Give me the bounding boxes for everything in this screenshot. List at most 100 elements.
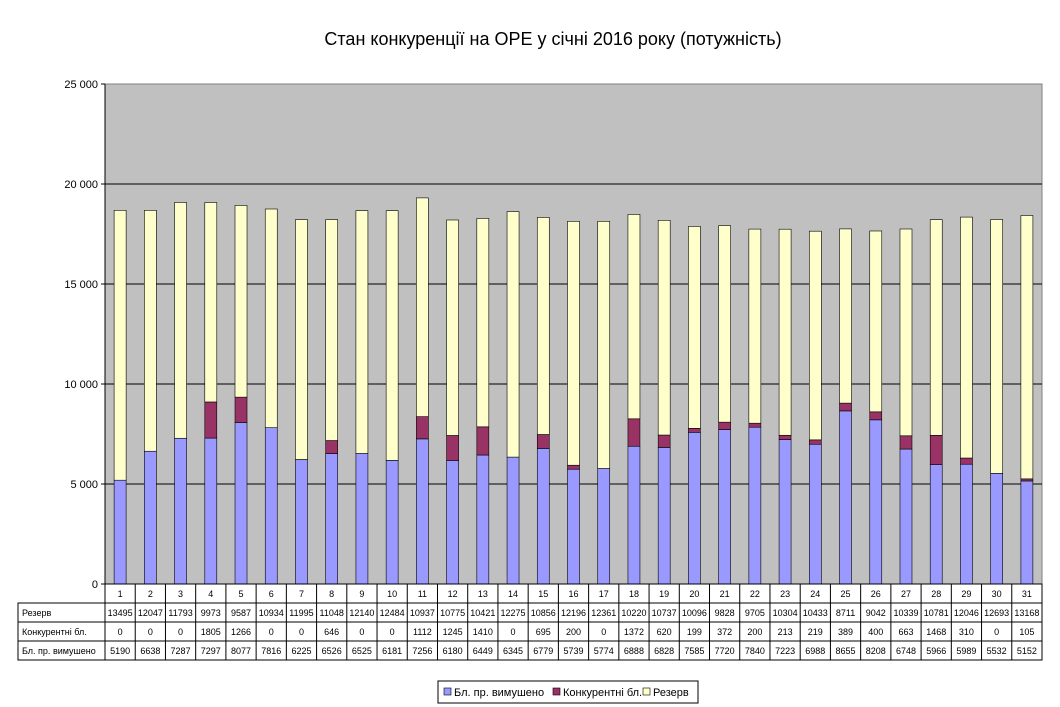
bar-segment	[778, 434, 792, 440]
data-label: 6828	[654, 646, 674, 656]
data-label: 8077	[231, 646, 251, 656]
bar-segment	[929, 435, 943, 465]
data-label: 6779	[533, 646, 553, 656]
data-label: 10096	[682, 608, 707, 618]
y-tick-label: 20 000	[64, 179, 98, 191]
data-label: 5989	[956, 646, 976, 656]
data-label: 200	[747, 627, 762, 637]
legend-label: Бл. пр. вимушено	[454, 687, 544, 699]
data-label: 0	[178, 627, 183, 637]
data-label: 213	[778, 627, 793, 637]
bar-segment	[960, 457, 973, 465]
x-tick-label: 5	[239, 589, 244, 599]
x-tick-label: 20	[689, 589, 699, 599]
data-label: 12361	[591, 608, 616, 618]
bar-segment	[718, 421, 731, 430]
bar-segment	[416, 197, 429, 417]
data-label: 199	[687, 627, 702, 637]
data-label: 12140	[349, 608, 374, 618]
data-label: 7585	[684, 646, 704, 656]
data-label: 11048	[320, 608, 344, 618]
bar-segment	[144, 450, 157, 585]
bar-segment	[809, 443, 822, 585]
bar-segment	[385, 210, 399, 461]
data-label: 0	[511, 627, 516, 637]
x-tick-label: 13	[478, 589, 488, 599]
data-label: 0	[359, 627, 364, 637]
data-label: 400	[868, 627, 883, 637]
data-label: 1266	[231, 627, 251, 637]
bar-segment	[506, 456, 520, 585]
data-label: 9705	[745, 608, 765, 618]
bar-segment	[174, 437, 187, 585]
data-label: 7720	[715, 646, 735, 656]
bar-segment	[839, 228, 852, 404]
bar-segment	[1020, 480, 1034, 585]
data-label: 1245	[443, 627, 463, 637]
bar-segment	[688, 431, 701, 585]
data-label: 7840	[745, 646, 765, 656]
bar-segment	[990, 473, 1003, 585]
data-label: 6638	[140, 646, 160, 656]
y-tick-label: 5 000	[70, 479, 98, 491]
bar-segment	[446, 435, 459, 461]
data-label: 12484	[380, 608, 405, 618]
data-label: 620	[657, 627, 672, 637]
bar-segment	[929, 464, 943, 585]
x-tick-label: 26	[871, 589, 881, 599]
bar-segment	[899, 448, 913, 585]
data-label: 219	[808, 627, 823, 637]
x-tick-label: 6	[269, 589, 274, 599]
legend-swatch	[552, 687, 561, 696]
bar-segment	[960, 216, 973, 459]
data-label: 8208	[866, 646, 886, 656]
data-label: 9042	[866, 608, 886, 618]
data-label: 0	[390, 627, 395, 637]
bar-segment	[204, 437, 218, 585]
x-tick-label: 3	[178, 589, 183, 599]
bar-segment	[778, 228, 792, 436]
data-label: 10775	[440, 608, 465, 618]
legend: Бл. пр. вимушено Конкурентні бл. Резерв	[437, 680, 699, 704]
bar-segment	[809, 230, 822, 441]
data-label: 7816	[261, 646, 281, 656]
y-tick-label: 0	[92, 579, 98, 591]
bar-segment	[688, 428, 701, 433]
bar-segment	[809, 439, 822, 445]
bar-segment	[778, 439, 792, 585]
data-label: 5966	[926, 646, 946, 656]
data-label: 10339	[893, 608, 918, 618]
bar-segment	[204, 202, 218, 403]
table-row-label: Резерв	[22, 608, 51, 618]
bar-segment	[839, 410, 852, 585]
data-label: 7287	[171, 646, 191, 656]
x-tick-label: 4	[208, 589, 213, 599]
data-label: 9828	[715, 608, 735, 618]
bar-segment	[839, 402, 852, 412]
data-label: 11793	[168, 608, 192, 618]
bar-segment	[113, 479, 127, 585]
data-label: 646	[324, 627, 339, 637]
data-label: 6449	[473, 646, 493, 656]
x-tick-label: 12	[448, 589, 458, 599]
data-label: 10781	[924, 608, 949, 618]
bar-segment	[627, 418, 641, 447]
legend-box	[437, 680, 699, 704]
data-label: 1468	[926, 627, 946, 637]
bar-segment	[476, 218, 490, 428]
bar-segment	[688, 226, 701, 429]
data-label: 1805	[201, 627, 221, 637]
bar-segment	[567, 221, 580, 466]
data-label: 1410	[473, 627, 493, 637]
data-label: 6345	[503, 646, 523, 656]
data-label: 10433	[803, 608, 828, 618]
table-row-label: Бл. пр. вимушено	[22, 646, 96, 656]
bar-segment	[657, 220, 671, 436]
bar-segment	[355, 210, 369, 454]
data-label: 372	[717, 627, 732, 637]
data-label: 10220	[621, 608, 646, 618]
bar-segment	[627, 445, 641, 585]
data-label: 10737	[652, 608, 677, 618]
bar-segment	[536, 448, 550, 585]
